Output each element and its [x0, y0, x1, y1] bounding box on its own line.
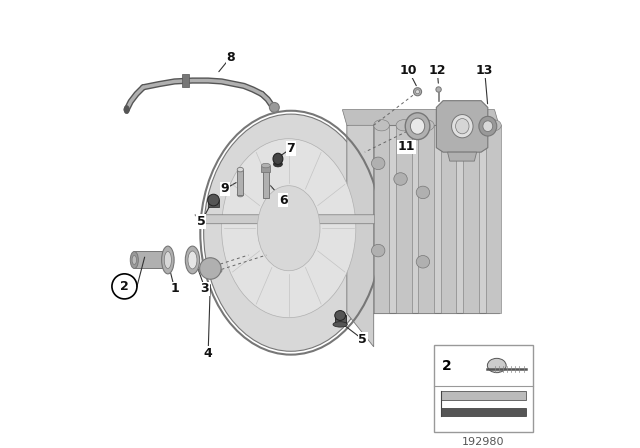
Ellipse shape [131, 251, 138, 268]
Ellipse shape [483, 121, 493, 132]
Bar [434, 345, 532, 432]
Text: 12: 12 [429, 64, 446, 77]
Ellipse shape [237, 168, 243, 172]
Polygon shape [447, 152, 477, 161]
Bar [396, 125, 412, 313]
Ellipse shape [452, 115, 473, 138]
Polygon shape [195, 215, 387, 224]
Ellipse shape [479, 116, 497, 136]
Ellipse shape [415, 90, 420, 94]
Bar [419, 125, 434, 313]
Ellipse shape [463, 120, 479, 131]
Polygon shape [347, 125, 499, 313]
Ellipse shape [441, 120, 456, 131]
Text: 11: 11 [397, 140, 415, 153]
Ellipse shape [269, 103, 279, 112]
Ellipse shape [374, 120, 389, 131]
Bar [335, 314, 346, 324]
Ellipse shape [396, 120, 412, 131]
Ellipse shape [161, 246, 174, 274]
Ellipse shape [237, 193, 243, 197]
Ellipse shape [188, 251, 197, 269]
Ellipse shape [124, 106, 129, 114]
Ellipse shape [199, 267, 222, 275]
Bar [486, 125, 501, 313]
Text: 10: 10 [400, 64, 417, 77]
Ellipse shape [416, 186, 429, 198]
Text: 13: 13 [476, 64, 493, 77]
Ellipse shape [413, 88, 422, 96]
Text: 5: 5 [358, 333, 367, 346]
Polygon shape [342, 110, 499, 125]
Ellipse shape [486, 120, 501, 131]
Bar [263, 171, 269, 198]
Bar [441, 392, 526, 401]
Text: 3: 3 [201, 282, 209, 295]
Bar [261, 166, 270, 172]
Ellipse shape [436, 87, 441, 92]
Ellipse shape [257, 186, 320, 271]
Bar [374, 125, 389, 313]
Text: 7: 7 [287, 142, 295, 155]
Ellipse shape [335, 310, 346, 320]
Ellipse shape [204, 114, 378, 351]
Ellipse shape [273, 162, 282, 167]
Ellipse shape [200, 258, 221, 279]
Ellipse shape [410, 118, 425, 134]
Ellipse shape [487, 358, 506, 373]
Ellipse shape [416, 255, 429, 268]
Ellipse shape [164, 251, 172, 268]
Bar [237, 170, 243, 194]
Text: 6: 6 [279, 194, 287, 207]
Text: 5: 5 [197, 215, 206, 228]
Bar [441, 125, 456, 313]
Text: 2: 2 [442, 358, 452, 372]
Ellipse shape [333, 322, 348, 327]
Text: 1: 1 [170, 282, 179, 295]
Ellipse shape [273, 153, 283, 164]
Bar [463, 125, 479, 313]
Polygon shape [347, 119, 374, 347]
Ellipse shape [419, 120, 434, 131]
Ellipse shape [261, 164, 270, 168]
Text: 9: 9 [221, 182, 230, 195]
Ellipse shape [221, 139, 356, 318]
Text: 8: 8 [226, 51, 235, 64]
Ellipse shape [456, 119, 469, 134]
Text: 2: 2 [120, 280, 129, 293]
Ellipse shape [186, 246, 200, 274]
Ellipse shape [371, 157, 385, 170]
Ellipse shape [394, 173, 407, 185]
Ellipse shape [132, 255, 136, 264]
Bar [441, 408, 526, 416]
Text: 192980: 192980 [462, 437, 504, 447]
Polygon shape [436, 101, 488, 152]
Bar [208, 200, 219, 207]
Text: 4: 4 [204, 347, 212, 360]
Ellipse shape [405, 113, 430, 140]
Ellipse shape [208, 194, 220, 206]
Ellipse shape [371, 244, 385, 257]
Bar [182, 74, 189, 87]
Bar [134, 251, 168, 268]
